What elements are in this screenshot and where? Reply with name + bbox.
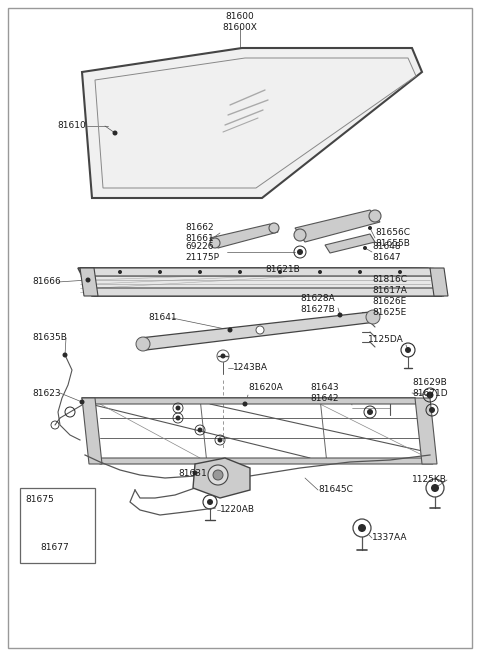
Text: 81666: 81666 <box>32 277 61 287</box>
Circle shape <box>366 310 380 324</box>
Circle shape <box>238 270 242 274</box>
Text: 1125DA: 1125DA <box>368 335 404 344</box>
Circle shape <box>208 465 228 485</box>
Circle shape <box>429 407 435 413</box>
Circle shape <box>213 470 223 480</box>
Circle shape <box>337 312 343 318</box>
Text: 81600
81600X: 81600 81600X <box>223 12 257 32</box>
Circle shape <box>278 270 282 274</box>
Text: 81620A: 81620A <box>248 384 283 392</box>
Circle shape <box>220 354 226 358</box>
Circle shape <box>318 270 322 274</box>
Circle shape <box>207 499 213 505</box>
Circle shape <box>427 392 433 398</box>
Text: 1125KB: 1125KB <box>412 476 447 485</box>
Circle shape <box>242 401 248 407</box>
Text: 81635B: 81635B <box>32 333 67 342</box>
Polygon shape <box>325 234 375 253</box>
Text: 81631: 81631 <box>178 468 207 478</box>
Circle shape <box>85 277 91 283</box>
Circle shape <box>198 270 202 274</box>
Circle shape <box>62 352 68 358</box>
Circle shape <box>176 405 180 411</box>
Text: 1337AA: 1337AA <box>372 533 408 543</box>
Text: 1220AB: 1220AB <box>220 506 255 514</box>
Text: 81621B: 81621B <box>265 266 300 274</box>
Circle shape <box>158 270 162 274</box>
Polygon shape <box>82 48 422 198</box>
Circle shape <box>358 270 362 274</box>
Text: 69226
21175P: 69226 21175P <box>185 242 219 262</box>
Text: 81623: 81623 <box>32 388 60 398</box>
Bar <box>20 488 95 563</box>
Circle shape <box>369 210 381 222</box>
Circle shape <box>405 347 411 353</box>
Circle shape <box>217 438 223 443</box>
Polygon shape <box>90 288 444 296</box>
Circle shape <box>210 238 220 248</box>
Circle shape <box>197 428 203 432</box>
Text: 81662
81661: 81662 81661 <box>185 223 214 243</box>
Polygon shape <box>430 268 448 296</box>
Text: 81641: 81641 <box>148 314 177 323</box>
Polygon shape <box>80 268 434 276</box>
Polygon shape <box>82 398 102 464</box>
Polygon shape <box>95 458 433 464</box>
Circle shape <box>192 470 197 476</box>
Circle shape <box>363 246 367 250</box>
Circle shape <box>136 337 150 351</box>
Polygon shape <box>295 210 380 242</box>
Circle shape <box>112 131 118 136</box>
Circle shape <box>216 473 220 477</box>
Text: 81645C: 81645C <box>318 485 353 495</box>
Polygon shape <box>140 312 376 350</box>
Circle shape <box>368 226 372 230</box>
Circle shape <box>176 415 180 420</box>
Polygon shape <box>82 398 420 404</box>
Text: 81656C
81655B: 81656C 81655B <box>375 228 410 248</box>
Polygon shape <box>80 268 98 296</box>
Circle shape <box>431 484 439 492</box>
Text: 1243BA: 1243BA <box>233 363 268 373</box>
Text: 81648
81647: 81648 81647 <box>372 242 401 262</box>
Circle shape <box>269 223 279 233</box>
Circle shape <box>256 326 264 334</box>
Circle shape <box>118 270 122 274</box>
Circle shape <box>228 327 232 333</box>
Text: 81675: 81675 <box>25 495 54 504</box>
Polygon shape <box>210 224 278 248</box>
Circle shape <box>294 229 306 241</box>
Polygon shape <box>193 458 250 498</box>
Text: 81816C
81617A
81626E
81625E: 81816C 81617A 81626E 81625E <box>372 275 407 317</box>
Text: 81610: 81610 <box>57 121 86 131</box>
Polygon shape <box>415 398 437 464</box>
Text: 81629B
81671D: 81629B 81671D <box>412 378 448 398</box>
Polygon shape <box>78 268 442 296</box>
Circle shape <box>367 409 373 415</box>
Text: 81628A
81627B: 81628A 81627B <box>300 294 335 314</box>
Text: 81643
81642: 81643 81642 <box>310 383 338 403</box>
Circle shape <box>80 400 84 405</box>
Text: 81677: 81677 <box>40 544 69 552</box>
Circle shape <box>398 270 402 274</box>
Circle shape <box>297 249 303 255</box>
Circle shape <box>358 524 366 532</box>
